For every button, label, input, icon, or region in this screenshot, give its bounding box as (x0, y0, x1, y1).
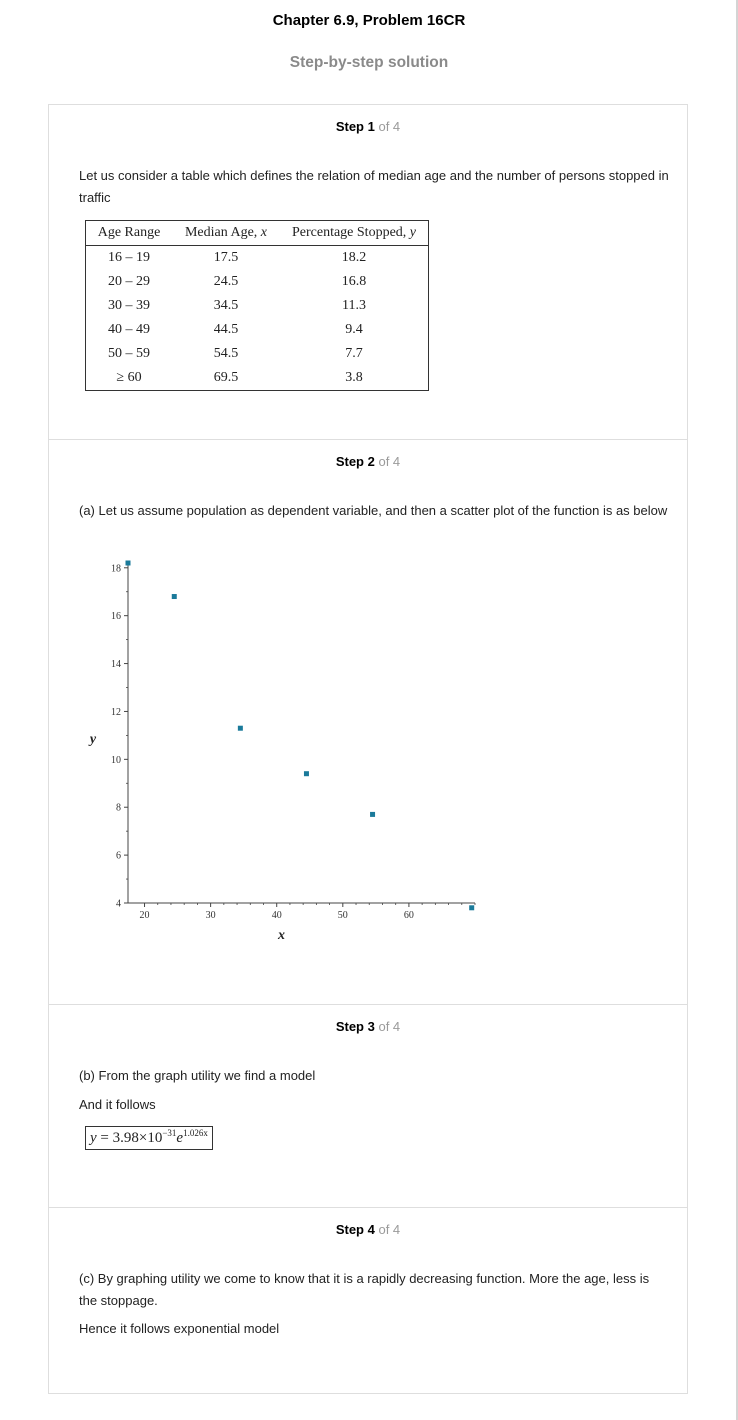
solution-subtitle: Step-by-step solution (289, 54, 449, 71)
table-cell: 34.5 (213, 298, 239, 313)
table-cell: 20 – 29 (108, 274, 150, 289)
y-tick-label: 16 (111, 611, 121, 622)
step-count: of 4 (378, 1222, 401, 1237)
table-cell: 44.5 (213, 322, 239, 337)
step-count: of 4 (378, 1019, 401, 1034)
page-right-border (736, 0, 738, 1420)
table-cell: 11.3 (342, 298, 366, 313)
model-formula: y = 3.98×10−31e1.026x (85, 1126, 213, 1150)
step-label: Step 4 (335, 1222, 375, 1237)
scatter-chart: 4 6 8 10 12 14 16 18 20 30 40 50 60 x y (79, 555, 499, 955)
data-point (237, 725, 243, 731)
step-1-header: Step 1 of 4 (49, 119, 687, 134)
y-tick-label: 12 (111, 707, 121, 718)
scatter-plot-svg: 4 6 8 10 12 14 16 18 20 30 40 50 60 x y (88, 560, 476, 943)
table-cell: 16 – 19 (108, 250, 150, 265)
table-cell: 54.5 (213, 346, 239, 361)
step-label: Step 2 (335, 454, 375, 469)
table-cell: 9.4 (345, 322, 363, 337)
x-tick-label: 20 (140, 910, 150, 921)
data-point (370, 811, 376, 817)
table-cell: 17.5 (213, 250, 239, 265)
step-3-header: Step 3 of 4 (49, 1019, 687, 1034)
step-2-text: (a) Let us assume population as dependen… (79, 503, 668, 518)
step-label: Step 1 (335, 119, 375, 134)
data-point (469, 905, 475, 911)
table-row: 50 – 59 54.5 7.7 (86, 342, 429, 366)
data-point (303, 771, 309, 777)
table-cell: 69.5 (213, 370, 239, 385)
table-cell: 30 – 39 (108, 298, 150, 313)
step-1-text: Let us consider a table which defines th… (79, 168, 669, 205)
step-2-header: Step 2 of 4 (49, 454, 687, 469)
table-row: 16 – 19 17.5 18.2 (86, 246, 429, 271)
y-tick-label: 18 (111, 563, 121, 574)
table-header-row: Age Range Median Age, x Percentage Stopp… (85, 220, 429, 246)
step-3-text-1: (b) From the graph utility we find a mod… (79, 1068, 316, 1083)
step-3-card: Step 3 of 4 (b) From the graph utility w… (48, 1004, 688, 1208)
x-tick-label: 40 (272, 910, 282, 921)
col-header-median-age: Median Age, x (172, 220, 280, 246)
x-tick-label: 50 (338, 910, 348, 921)
formula-exponent-2: 1.026x (183, 1128, 208, 1138)
y-tick-label: 10 (111, 755, 121, 766)
table-cell: ≥ 60 (116, 370, 142, 385)
y-tick-label: 14 (111, 659, 121, 670)
table-cell: 16.8 (341, 274, 367, 289)
col-header-percentage: Percentage Stopped, y (280, 220, 429, 246)
table-cell: 24.5 (213, 274, 239, 289)
table-cell: 18.2 (341, 250, 367, 265)
step-3-text-2: And it follows (79, 1097, 156, 1112)
step-4-text-2: Hence it follows exponential model (79, 1321, 280, 1336)
y-tick-label: 4 (116, 899, 121, 910)
table-cell: 7.7 (345, 346, 363, 361)
step-1-card: Step 1 of 4 Let us consider a table whic… (48, 104, 688, 440)
step-count: of 4 (378, 454, 401, 469)
data-point (171, 594, 177, 600)
y-tick-label: 8 (116, 803, 121, 814)
step-count: of 4 (378, 119, 401, 134)
x-tick-label: 30 (206, 910, 216, 921)
table-row: ≥ 60 69.5 3.8 (86, 366, 429, 391)
y-tick-label: 6 (116, 851, 121, 862)
table-row: 30 – 39 34.5 11.3 (86, 294, 429, 318)
step-4-card: Step 4 of 4 (c) By graphing utility we c… (48, 1207, 688, 1394)
x-axis-label: x (277, 928, 285, 943)
col-header-age-range: Age Range (85, 220, 172, 246)
y-axis-label: y (88, 732, 97, 747)
formula-coefficient: = 3.98×10 (96, 1130, 163, 1146)
table-cell: 40 – 49 (108, 322, 150, 337)
table-cell: 50 – 59 (108, 346, 150, 361)
table-row: 40 – 49 44.5 9.4 (86, 318, 429, 342)
step-4-text-1: (c) By graphing utility we come to know … (79, 1271, 650, 1308)
formula-lhs: y (90, 1130, 97, 1146)
age-data-table: Age Range Median Age, x Percentage Stopp… (85, 220, 429, 391)
step-label: Step 3 (335, 1019, 375, 1034)
formula-base: e (176, 1130, 184, 1146)
table-cell: 3.8 (345, 370, 363, 385)
step-4-header: Step 4 of 4 (49, 1222, 687, 1237)
formula-exponent-1: −31 (162, 1128, 177, 1138)
x-tick-label: 60 (404, 910, 414, 921)
data-point (125, 560, 131, 566)
step-2-card: Step 2 of 4 (a) Let us assume population… (48, 439, 688, 1005)
chapter-title: Chapter 6.9, Problem 16CR (272, 12, 466, 29)
table-row: 20 – 29 24.5 16.8 (86, 270, 429, 294)
